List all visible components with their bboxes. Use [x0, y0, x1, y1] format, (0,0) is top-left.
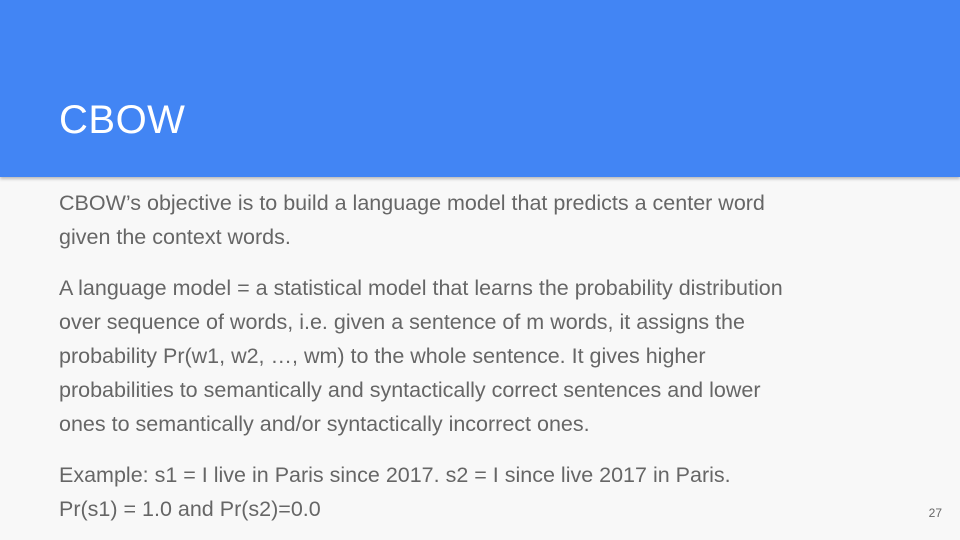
text-line: Example: s1 = I live in Paris since 2017…: [59, 463, 731, 487]
objective-paragraph: CBOW’s objective is to build a language …: [59, 186, 909, 254]
text-line: given the context words.: [59, 225, 291, 249]
text-line: Pr(s1) = 1.0 and Pr(s2)=0.0: [59, 497, 321, 521]
text-line: over sequence of words, i.e. given a sen…: [59, 310, 745, 334]
slide-title: CBOW: [59, 98, 186, 142]
text-line: ones to semantically and/or syntacticall…: [59, 412, 590, 436]
definition-paragraph: A language model = a statistical model t…: [59, 271, 909, 441]
example-paragraph: Example: s1 = I live in Paris since 2017…: [59, 458, 909, 526]
text-line: probability Pr(w1, w2, …, wm) to the who…: [59, 344, 706, 368]
text-line: CBOW’s objective is to build a language …: [59, 191, 765, 215]
title-banner: CBOW: [0, 0, 960, 177]
text-line: A language model = a statistical model t…: [59, 276, 783, 300]
slide-body: CBOW’s objective is to build a language …: [59, 186, 909, 540]
text-line: probabilities to semantically and syntac…: [59, 378, 761, 402]
page-number: 27: [928, 506, 942, 520]
